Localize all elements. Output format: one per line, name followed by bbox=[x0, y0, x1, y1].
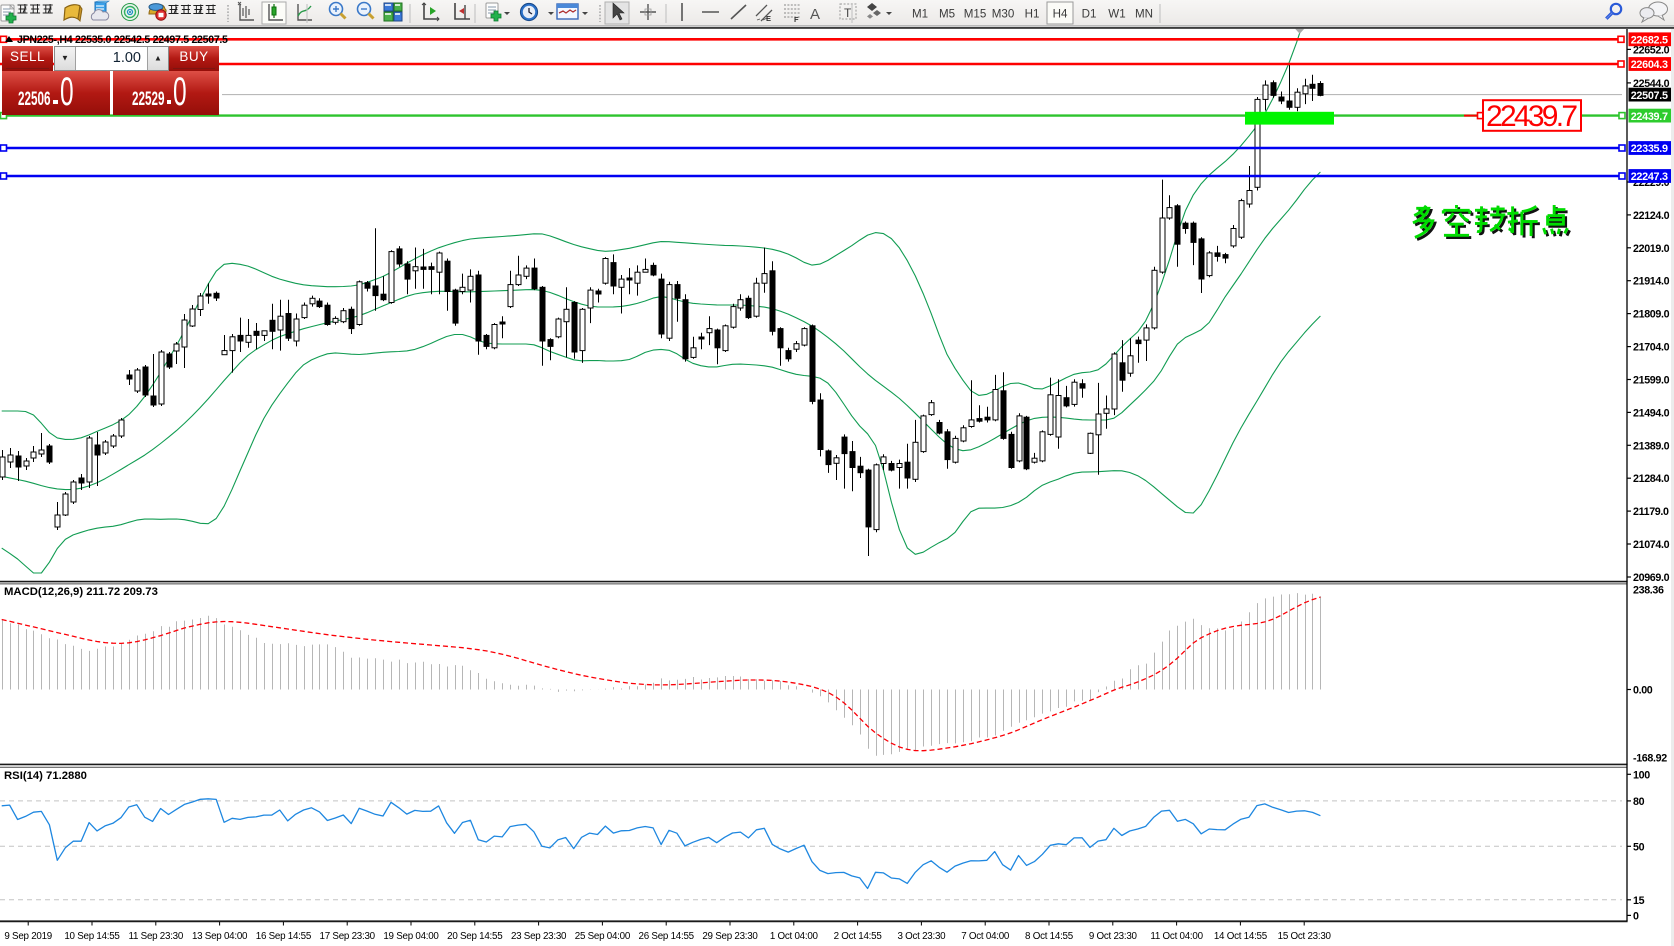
svg-text:9 Sep 2019: 9 Sep 2019 bbox=[4, 931, 52, 942]
svg-text:21389.0: 21389.0 bbox=[1633, 440, 1670, 452]
svg-text:22507.5: 22507.5 bbox=[1631, 90, 1668, 102]
svg-text:22652.0: 22652.0 bbox=[1633, 44, 1670, 56]
svg-text:3 Oct 23:30: 3 Oct 23:30 bbox=[897, 931, 946, 942]
svg-text:22604.3: 22604.3 bbox=[1631, 59, 1668, 71]
svg-text:H4: H4 bbox=[1053, 8, 1068, 21]
svg-text:22439.7: 22439.7 bbox=[1631, 111, 1668, 123]
svg-text:21809.0: 21809.0 bbox=[1633, 309, 1670, 321]
svg-text:25 Sep 04:00: 25 Sep 04:00 bbox=[575, 931, 631, 942]
svg-text:9 Oct 23:30: 9 Oct 23:30 bbox=[1089, 931, 1138, 942]
svg-text:14 Oct 14:55: 14 Oct 14:55 bbox=[1214, 931, 1268, 942]
svg-text:A: A bbox=[810, 6, 820, 23]
svg-text:JPN225-,H4 22535.0 22542.5 22: JPN225-,H4 22535.0 22542.5 22497.5 22507… bbox=[17, 34, 228, 46]
svg-text:22019.0: 22019.0 bbox=[1633, 243, 1670, 255]
svg-text:16 Sep 14:55: 16 Sep 14:55 bbox=[256, 931, 312, 942]
svg-text:21599.0: 21599.0 bbox=[1633, 375, 1670, 387]
svg-text:0.00: 0.00 bbox=[1633, 685, 1653, 697]
svg-text:22439.7: 22439.7 bbox=[1486, 100, 1578, 133]
svg-text:22682.5: 22682.5 bbox=[1631, 35, 1668, 47]
svg-text:MN: MN bbox=[1135, 8, 1153, 21]
svg-text:21284.0: 21284.0 bbox=[1633, 473, 1670, 485]
svg-text:M15: M15 bbox=[964, 8, 987, 21]
svg-text:T: T bbox=[844, 6, 852, 20]
svg-text:W1: W1 bbox=[1108, 8, 1125, 21]
svg-text:M5: M5 bbox=[939, 8, 955, 21]
svg-text:D1: D1 bbox=[1082, 8, 1097, 21]
svg-text:23 Sep 23:30: 23 Sep 23:30 bbox=[511, 931, 567, 942]
svg-text:20 Sep 14:55: 20 Sep 14:55 bbox=[447, 931, 503, 942]
svg-text:22544.0: 22544.0 bbox=[1633, 78, 1670, 90]
svg-text:22335.9: 22335.9 bbox=[1631, 143, 1668, 155]
svg-text:22247.3: 22247.3 bbox=[1631, 171, 1668, 183]
svg-text:10 Sep 14:55: 10 Sep 14:55 bbox=[64, 931, 120, 942]
svg-text:E: E bbox=[766, 14, 771, 23]
svg-text:22124.0: 22124.0 bbox=[1633, 210, 1670, 222]
svg-text:13 Sep 04:00: 13 Sep 04:00 bbox=[192, 931, 248, 942]
svg-text:15 Oct 23:30: 15 Oct 23:30 bbox=[1278, 931, 1332, 942]
svg-text:15: 15 bbox=[1633, 895, 1645, 907]
svg-text:21074.0: 21074.0 bbox=[1633, 539, 1670, 551]
svg-text:0: 0 bbox=[1633, 910, 1639, 922]
svg-text:2 Oct 14:55: 2 Oct 14:55 bbox=[834, 931, 883, 942]
svg-text:RSI(14) 71.2880: RSI(14) 71.2880 bbox=[4, 770, 87, 782]
svg-text:238.36: 238.36 bbox=[1633, 585, 1664, 597]
svg-text:20969.0: 20969.0 bbox=[1633, 572, 1670, 584]
svg-text:17 Sep 23:30: 17 Sep 23:30 bbox=[320, 931, 376, 942]
svg-text:F: F bbox=[794, 15, 799, 24]
svg-text:1 Oct 04:00: 1 Oct 04:00 bbox=[770, 931, 819, 942]
svg-text:21914.0: 21914.0 bbox=[1633, 276, 1670, 288]
svg-text:H1: H1 bbox=[1025, 8, 1040, 21]
svg-text:11 Sep 23:30: 11 Sep 23:30 bbox=[129, 931, 184, 942]
svg-text:21704.0: 21704.0 bbox=[1633, 342, 1670, 354]
svg-text:21494.0: 21494.0 bbox=[1633, 407, 1670, 419]
svg-text:7 Oct 04:00: 7 Oct 04:00 bbox=[961, 931, 1010, 942]
svg-text:19 Sep 04:00: 19 Sep 04:00 bbox=[383, 931, 439, 942]
svg-text:-168.92: -168.92 bbox=[1633, 752, 1667, 764]
svg-text:8 Oct 14:55: 8 Oct 14:55 bbox=[1025, 931, 1074, 942]
svg-text:MACD(12,26,9) 211.72 209.73: MACD(12,26,9) 211.72 209.73 bbox=[4, 586, 158, 598]
svg-text:50: 50 bbox=[1633, 841, 1645, 853]
svg-text:100: 100 bbox=[1633, 769, 1650, 781]
svg-text:M1: M1 bbox=[912, 8, 928, 21]
svg-text:M30: M30 bbox=[992, 8, 1015, 21]
svg-text:29 Sep 23:30: 29 Sep 23:30 bbox=[702, 931, 758, 942]
svg-text:26 Sep 14:55: 26 Sep 14:55 bbox=[639, 931, 695, 942]
svg-text:11 Oct 04:00: 11 Oct 04:00 bbox=[1150, 931, 1203, 942]
svg-text:21179.0: 21179.0 bbox=[1633, 506, 1669, 518]
svg-text:80: 80 bbox=[1633, 796, 1645, 808]
